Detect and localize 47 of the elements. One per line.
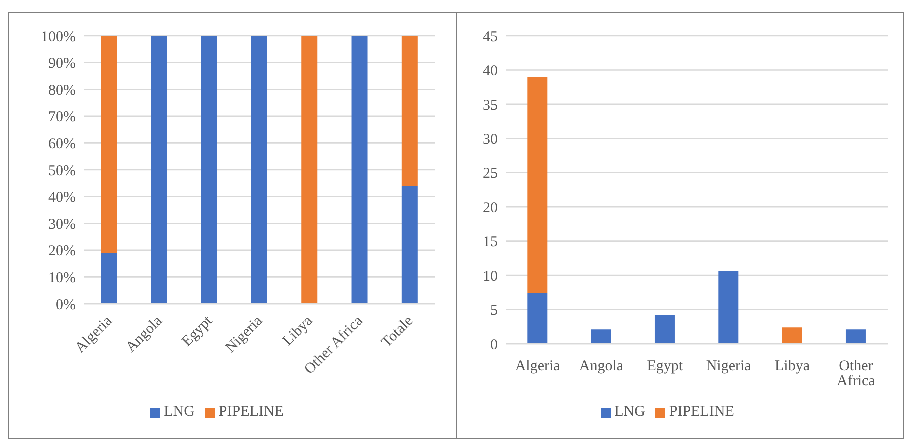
x-tick-label: Libya xyxy=(775,358,810,375)
bar xyxy=(201,36,218,304)
legend-label: PIPELINE xyxy=(669,404,734,420)
x-tick-label: Other Africa xyxy=(837,358,876,390)
bar xyxy=(718,271,739,344)
bar xyxy=(528,77,548,294)
y-tick-label: 60% xyxy=(48,136,76,153)
y-tick-label: 30% xyxy=(48,216,76,233)
bar xyxy=(528,293,548,344)
bar xyxy=(302,36,318,304)
x-tick-label: Nigeria xyxy=(706,358,752,375)
y-tick-label: 35 xyxy=(483,98,498,114)
bar xyxy=(151,36,168,304)
y-tick-label: 0 xyxy=(490,337,498,354)
bar xyxy=(591,330,612,344)
y-tick-label: 45 xyxy=(483,29,498,46)
bar xyxy=(782,328,802,344)
y-tick-label: 70% xyxy=(48,110,76,126)
y-tick-label: 30 xyxy=(483,132,498,148)
bar xyxy=(654,315,675,344)
x-tick-label: Algeria xyxy=(515,358,561,375)
x-tick-label: Angola xyxy=(579,358,624,375)
y-tick-label: 80% xyxy=(48,82,76,99)
y-tick-label: 50% xyxy=(48,163,76,180)
y-tick-label: 40% xyxy=(48,190,76,206)
y-tick-label: 20 xyxy=(483,200,498,216)
bar xyxy=(101,36,118,254)
y-tick-label: 5 xyxy=(490,303,498,320)
y-tick-label: 100% xyxy=(41,29,76,46)
x-tick-label: Egypt xyxy=(647,358,684,375)
bar xyxy=(101,253,118,304)
bar xyxy=(846,330,866,344)
y-tick-label: 20% xyxy=(48,244,76,260)
y-tick-label: 15 xyxy=(483,234,498,251)
y-tick-label: 10% xyxy=(48,270,76,287)
legend-label: LNG xyxy=(164,404,195,420)
bar xyxy=(402,186,418,304)
y-tick-label: 0% xyxy=(56,297,76,314)
legend-label: LNG xyxy=(614,404,646,420)
legend-label: PIPELINE xyxy=(218,404,284,420)
bar xyxy=(402,36,418,186)
y-tick-label: 90% xyxy=(48,56,76,72)
bar xyxy=(251,36,268,304)
y-tick-label: 40 xyxy=(483,64,498,80)
y-tick-label: 25 xyxy=(483,166,498,182)
y-tick-label: 10 xyxy=(483,268,498,285)
bar xyxy=(352,36,368,304)
